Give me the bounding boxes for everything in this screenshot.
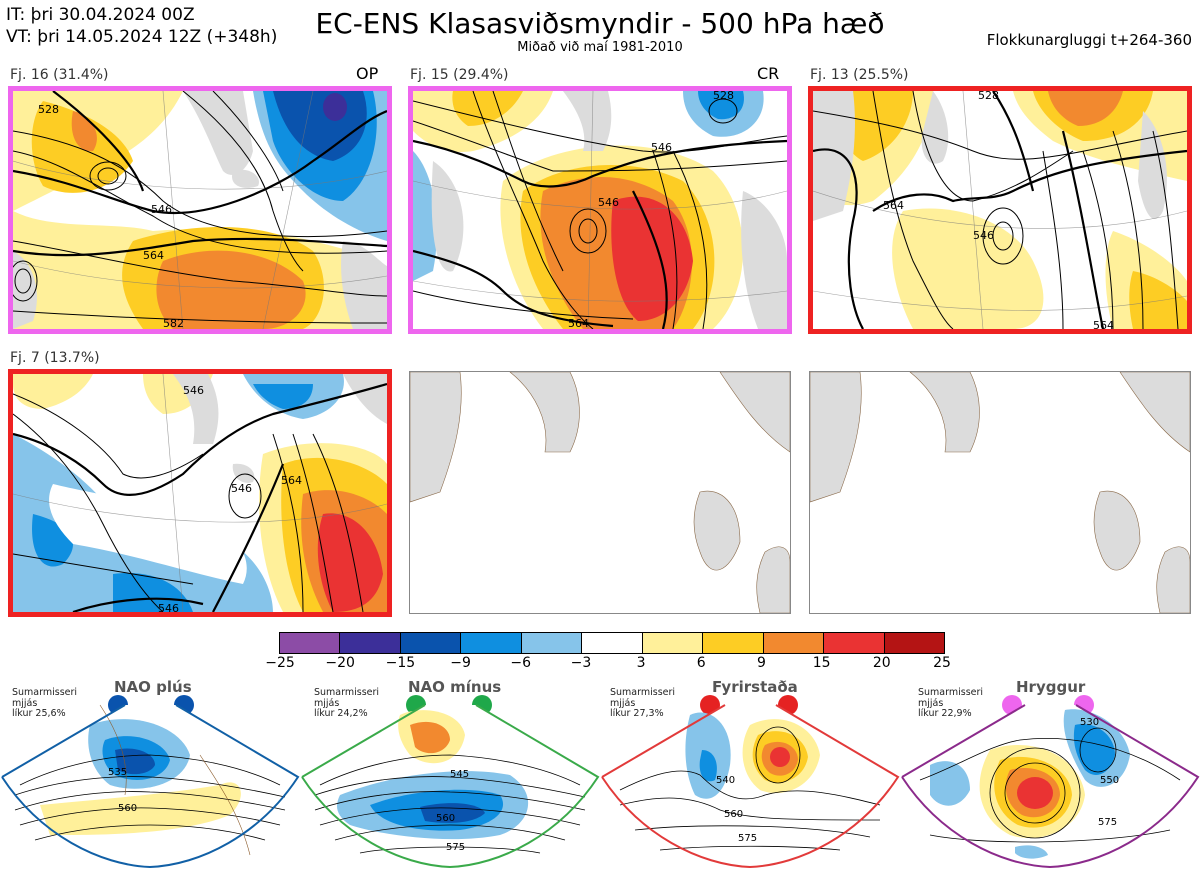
colorbar-ticks: −25 −20 −15 −9 −6 −3 3 6 9 15 20 25 [265,655,951,673]
contour-label: 546 [158,602,179,612]
contour-label: 546 [973,229,994,242]
contour-label: 546 [598,196,619,209]
contour-label: 528 [38,103,59,116]
colorbar-tick-label: 15 [812,655,831,671]
contour-label: 546 [151,203,172,216]
contour-label: 564 [1093,319,1114,329]
contour-label: 564 [883,199,904,212]
colorbar-cell [521,633,583,653]
contour-label: 550 [1100,775,1119,786]
contour-label: 545 [450,769,469,780]
regime-ridge: Hryggur Sumarmisseri mjjás líkur 22,9% 530… [900,678,1200,871]
regime-nao-plus: NAO plús Sumarmisseri mjjás líkur 25,6% 53… [0,678,300,871]
contour-label: 575 [446,842,465,853]
valid-time: VT: þri 14.05.2024 12Z (+348h) [6,27,278,47]
regime-blocking: Fyrirstaða Sumarmisseri mjjás líkur 27,3% … [600,678,900,871]
contour-label: 546 [651,141,672,154]
regime-note: Sumarmisseri mjjás líkur 27,3% [610,687,676,719]
colorbar-tick-label: −25 [265,655,295,671]
contour-label: 564 [281,474,302,487]
panel-2-tag: CR [757,64,780,83]
colorbar-cell [763,633,825,653]
regime-title: NAO plús [114,678,192,696]
empty-map-2 [809,371,1191,614]
empty-map-1 [409,371,791,614]
panel-4-label: Fj. 7 (13.7%) [10,350,100,366]
init-time: IT: þri 30.04.2024 00Z [6,5,195,25]
colorbar-tick-label: −9 [450,655,471,671]
regime-nao-minus: NAO mínus Sumarmisseri mjjás líkur 24,2% 5… [300,678,600,871]
contour-label: 546 [231,482,252,495]
contour-label: 560 [436,813,455,824]
regime-title: Fyrirstaða [712,678,798,696]
contour-label: 535 [108,767,127,778]
colorbar [279,632,945,654]
contour-label: 546 [183,384,204,397]
regime-note: Sumarmisseri mjjás líkur 25,6% [12,687,78,719]
regime-note: Sumarmisseri mjjás líkur 24,2% [314,687,380,719]
colorbar-tick-label: −3 [570,655,592,671]
regime-note: Sumarmisseri mjjás líkur 22,9% [918,687,984,719]
colorbar-tick-label: −6 [510,655,532,671]
contour-label: 560 [118,803,137,814]
cluster-map-3: 528 546 564 564 [808,86,1192,334]
contour-label: 575 [1098,817,1117,828]
colorbar-cell [340,633,401,653]
page-subtitle: Miðað við maí 1981-2010 [517,40,683,55]
colorbar-tick-label: −20 [325,655,355,671]
regime-title: NAO mínus [408,678,502,696]
contour-label: 528 [713,91,734,102]
cluster-map-1: 528 546 564 582 [8,86,392,334]
colorbar-cell [642,633,704,653]
panel-1-tag: OP [356,64,379,83]
regime-title: Hryggur [1016,678,1086,696]
panel-1-label: Fj. 16 (31.4%) [10,67,109,83]
cluster-map-2: 528 546 546 564 [408,86,792,334]
colorbar-cell [280,633,341,653]
colorbar-cell [400,633,462,653]
page-title: EC-ENS Klasasviðsmyndir - 500 hPa hæð [315,7,885,40]
header-info: IT: þri 30.04.2024 00Z VT: þri 14.05.202… [6,4,277,48]
colorbar-cell [582,633,643,653]
colorbar-tick-label: 9 [756,655,766,671]
colorbar-tick-label: 6 [696,655,706,671]
panel-3-label: Fj. 13 (25.5%) [810,67,909,83]
classification-window: Flokkunargluggi t+264-360 [986,31,1192,49]
contour-label: 528 [978,91,999,102]
colorbar-cell [824,633,885,653]
contour-label: 540 [716,775,735,786]
contour-label: 530 [1080,717,1099,728]
colorbar-cell [703,633,764,653]
colorbar-tick-label: 3 [636,655,646,671]
contour-label: 564 [568,317,589,329]
cluster-map-4: 546 546 546 564 [8,369,392,617]
colorbar-tick-label: −15 [385,655,416,671]
colorbar-tick-label: 20 [872,655,891,671]
colorbar-tick-label: 25 [933,655,951,671]
contour-label: 564 [143,249,164,262]
contour-label: 575 [738,833,757,844]
colorbar-cell [461,633,522,653]
panel-2-label: Fj. 15 (29.4%) [410,67,509,83]
colorbar-cell [884,633,944,653]
contour-label: 582 [163,317,184,329]
contour-label: 560 [724,809,743,820]
